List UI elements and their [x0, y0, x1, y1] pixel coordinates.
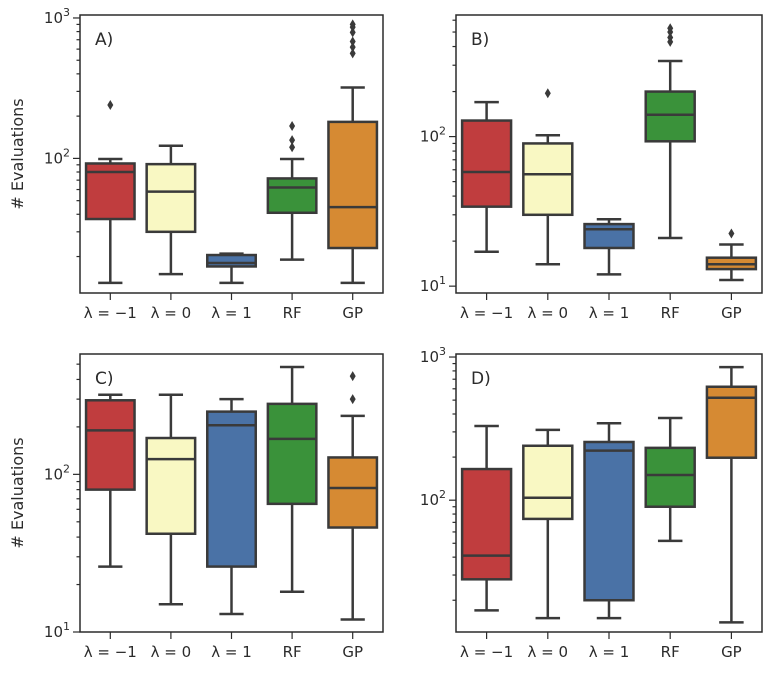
x-tick-label: λ = −1 — [460, 643, 513, 661]
x-tick-label: λ = 0 — [528, 304, 569, 322]
box-2 — [206, 397, 257, 616]
x-tick-label: λ = 0 — [151, 304, 192, 322]
box-iqr — [327, 120, 379, 250]
box-2 — [206, 252, 257, 285]
box-iqr — [266, 177, 318, 215]
y-axis-label: # Evaluations — [8, 437, 27, 548]
outlier-point — [349, 42, 356, 53]
y-tick-label: 102 — [420, 488, 446, 509]
box-3 — [266, 121, 318, 261]
y-axis-label: # Evaluations — [8, 98, 27, 209]
x-tick-label: λ = 0 — [528, 643, 569, 661]
x-tick-label: λ = −1 — [84, 304, 137, 322]
panel-b: 101 102 B) λ = −1 λ = 0 λ = 1 RF GP — [420, 14, 763, 322]
panel-label: D) — [471, 369, 491, 389]
box-4 — [705, 228, 758, 282]
box-0 — [84, 393, 136, 568]
box-iqr — [266, 402, 318, 506]
box-0 — [460, 100, 513, 253]
box-iqr — [522, 444, 574, 521]
y-tick-label: 102 — [44, 462, 70, 483]
box-iqr — [206, 410, 257, 568]
x-tick-label: RF — [283, 643, 302, 661]
y-tick-label: 101 — [420, 274, 446, 295]
outlier-point — [667, 32, 674, 43]
y-tick-label: 103 — [44, 6, 70, 27]
box-iqr — [644, 446, 696, 508]
box-iqr — [327, 456, 379, 529]
box-1 — [522, 88, 574, 266]
box-iqr — [460, 467, 513, 581]
x-tick-label: λ = 1 — [211, 304, 252, 322]
x-tick-label: λ = 1 — [211, 643, 252, 661]
panel-label: B) — [471, 30, 489, 50]
box-iqr — [460, 119, 513, 208]
box-4 — [327, 19, 379, 285]
x-tick-label: λ = −1 — [460, 304, 513, 322]
x-tick-label: GP — [721, 304, 742, 322]
panel-label: A) — [95, 30, 113, 50]
y-tick-label: 102 — [44, 146, 70, 167]
box-iqr — [644, 90, 696, 143]
box-2 — [583, 218, 635, 276]
x-tick-label: RF — [661, 643, 680, 661]
outlier-point — [349, 394, 356, 405]
x-tick-label: RF — [283, 304, 302, 322]
x-tick-label: GP — [342, 304, 363, 322]
box-4 — [705, 365, 758, 624]
y-tick-label: 101 — [44, 620, 70, 641]
box-iqr — [206, 253, 257, 268]
box-iqr — [522, 142, 574, 217]
box-iqr — [583, 222, 635, 250]
box-1 — [145, 144, 197, 276]
x-tick-label: GP — [721, 643, 742, 661]
y-tick-label: 102 — [420, 125, 446, 146]
x-tick-label: RF — [661, 304, 680, 322]
box-0 — [460, 424, 513, 612]
box-iqr — [583, 440, 635, 602]
box-iqr — [84, 399, 136, 491]
outlier-point — [289, 142, 296, 153]
x-tick-label: λ = 1 — [589, 643, 630, 661]
box-3 — [644, 416, 696, 543]
box-2 — [583, 421, 635, 620]
box-3 — [266, 365, 318, 594]
x-tick-label: λ = 0 — [151, 643, 192, 661]
outlier-point — [289, 135, 296, 146]
box-0 — [84, 100, 136, 285]
panel-label: C) — [95, 369, 114, 389]
outlier-point — [667, 23, 674, 34]
outlier-point — [728, 228, 735, 239]
outlier-point — [289, 121, 296, 132]
box-3 — [644, 23, 696, 240]
panel-c: 101 102 # Evaluations C) λ = −1 λ = 0 λ = 1 RF G… — [8, 353, 384, 661]
box-1 — [145, 393, 197, 606]
box-4 — [327, 371, 379, 621]
outlier-point — [349, 36, 356, 47]
panel-a: 102 103 # Evaluations A) λ = −1 λ = 0 λ = 1 RF G… — [8, 6, 384, 322]
box-1 — [522, 428, 574, 620]
outlier-point — [544, 88, 551, 99]
outlier-point — [107, 100, 114, 111]
y-tick-label: 103 — [420, 345, 446, 366]
box-iqr — [145, 436, 197, 535]
panel-d: 102 103 D) λ = −1 λ = 0 λ = 1 RF GP — [420, 345, 763, 661]
x-tick-label: λ = 1 — [589, 304, 630, 322]
box-iqr — [145, 162, 197, 234]
outlier-point — [349, 27, 356, 38]
outlier-point — [349, 48, 356, 59]
x-tick-label: GP — [342, 643, 363, 661]
x-tick-label: λ = −1 — [84, 643, 137, 661]
outlier-point — [349, 371, 356, 382]
outlier-point — [349, 19, 356, 30]
